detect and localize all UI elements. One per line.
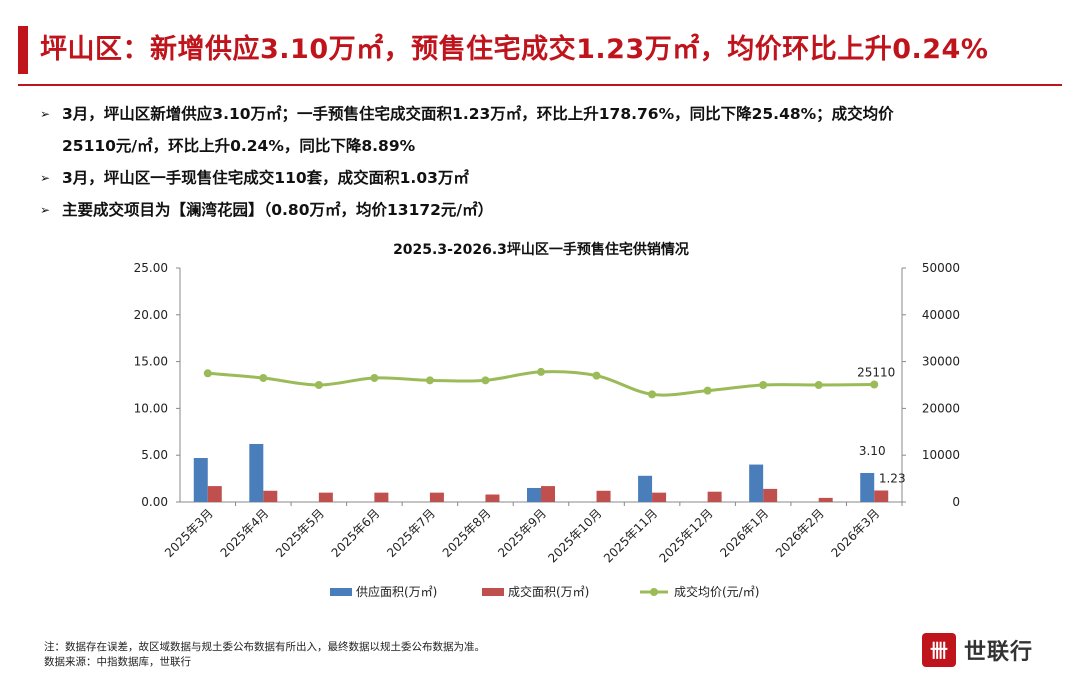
price-point bbox=[759, 381, 768, 389]
legend-swatch-deal bbox=[482, 588, 504, 596]
deal-bar bbox=[707, 491, 722, 502]
arrow-bullet-icon: ➢ bbox=[40, 203, 51, 217]
deal-bar bbox=[763, 488, 778, 502]
deal-bar bbox=[652, 492, 667, 502]
deal-bar bbox=[874, 490, 889, 502]
legend-label-price: 成交均价(元/㎡) bbox=[674, 584, 759, 599]
x-tick-label: 2025年11月 bbox=[601, 506, 660, 565]
supply-bar bbox=[638, 475, 653, 502]
legend-swatch-supply bbox=[330, 588, 352, 596]
left-tick-label: 15.00 bbox=[134, 355, 168, 369]
company-logo: 卌 世联行 bbox=[922, 633, 1033, 667]
deal-bar bbox=[596, 490, 611, 502]
deal-data-label: 1.23 bbox=[879, 471, 906, 485]
logo-mark-icon: 卌 bbox=[922, 633, 956, 667]
price-point bbox=[592, 371, 601, 380]
supply-bar bbox=[249, 443, 264, 502]
x-tick-label: 2025年8月 bbox=[440, 506, 494, 560]
title-accent-bar bbox=[18, 26, 28, 74]
legend-label-deal: 成交面积(万㎡) bbox=[508, 584, 589, 599]
chart-canvas: 2025.3-2026.3坪山区一手预售住宅供销情况 25.00 20.00 15.0… bbox=[134, 241, 960, 599]
supply-bar bbox=[527, 487, 541, 502]
bullet-text: 3月，坪山区新增供应3.10万㎡；一手预售住宅成交面积1.23万㎡，环比上升17… bbox=[62, 98, 1050, 162]
footnote-note: 注：数据存在误差，故区域数据与规土委公布数据有所出入，最终数据以规土委公布数据为… bbox=[44, 641, 485, 653]
x-tick-label: 2026年1月 bbox=[717, 506, 771, 560]
right-tick-label: 50000 bbox=[922, 261, 960, 275]
page-title: 坪山区：新增供应3.10万㎡，预售住宅成交1.23万㎡，均价环比上升0.24% bbox=[40, 34, 989, 65]
right-tick-label: 10000 bbox=[922, 448, 960, 462]
supply-bar bbox=[193, 458, 208, 502]
deal-bar bbox=[207, 486, 222, 502]
price-point bbox=[870, 380, 879, 389]
footnote: 注：数据存在误差，故区域数据与规土委公布数据有所出入，最终数据以规土委公布数据为… bbox=[44, 640, 485, 670]
supply-data-label: 3.10 bbox=[859, 444, 886, 458]
bullet-text: 3月，坪山区一手现售住宅成交110套，成交面积1.03万㎡ bbox=[62, 169, 469, 187]
x-tick-label: 2025年3月 bbox=[162, 506, 216, 560]
deal-bar bbox=[485, 494, 500, 502]
price-point bbox=[537, 367, 545, 376]
deal-bar bbox=[318, 492, 333, 502]
price-point bbox=[648, 390, 657, 399]
price-data-label: 25110 bbox=[857, 365, 895, 379]
price-point bbox=[814, 381, 823, 389]
deal-bar bbox=[263, 490, 278, 502]
right-tick-label: 0 bbox=[952, 495, 960, 509]
arrow-bullet-icon: ➢ bbox=[40, 107, 51, 121]
x-tick-label: 2025年7月 bbox=[384, 506, 438, 560]
bullet-text: 主要成交项目为【澜湾花园】（0.80万㎡，均价13172元/㎡） bbox=[62, 201, 494, 219]
footnote-source: 数据来源：中指数据库，世联行 bbox=[44, 656, 191, 668]
x-tick-label: 2025年9月 bbox=[495, 506, 549, 560]
chart-title: 2025.3-2026.3坪山区一手预售住宅供销情况 bbox=[393, 241, 689, 258]
x-tick-label: 2025年5月 bbox=[273, 506, 327, 560]
left-tick-label: 5.00 bbox=[141, 448, 168, 462]
right-tick-label: 40000 bbox=[922, 308, 960, 322]
x-tick-label: 2026年2月 bbox=[773, 506, 827, 560]
bullet-item: ➢ 3月，坪山区新增供应3.10万㎡；一手预售住宅成交面积1.23万㎡，环比上升… bbox=[40, 98, 1050, 162]
x-tick-label: 2026年3月 bbox=[828, 506, 882, 560]
deal-bar bbox=[541, 486, 555, 502]
title-divider bbox=[18, 84, 1062, 86]
bullet-item: ➢ 主要成交项目为【澜湾花园】（0.80万㎡，均价13172元/㎡） bbox=[40, 194, 1050, 226]
supply-bar bbox=[860, 472, 875, 502]
supply-sales-chart: 2025.3-2026.3坪山区一手预售住宅供销情况 25.00 20.00 15.0… bbox=[0, 232, 1080, 612]
left-tick-label: 25.00 bbox=[134, 261, 168, 275]
bullet-line: 3月，坪山区新增供应3.10万㎡；一手预售住宅成交面积1.23万㎡，环比上升17… bbox=[62, 105, 894, 123]
logo-text: 世联行 bbox=[964, 640, 1034, 665]
left-tick-label: 10.00 bbox=[134, 401, 168, 415]
deal-bar bbox=[818, 497, 833, 502]
deal-bar bbox=[429, 492, 444, 502]
bullet-line: 25110元/㎡，环比上升0.24%，同比下降8.89% bbox=[62, 137, 416, 155]
left-tick-label: 20.00 bbox=[134, 308, 168, 322]
legend-marker-price bbox=[650, 588, 658, 596]
left-tick-label: 0.00 bbox=[141, 495, 168, 509]
price-point bbox=[481, 376, 490, 385]
price-point bbox=[370, 373, 379, 382]
arrow-bullet-icon: ➢ bbox=[40, 171, 51, 185]
right-tick-label: 30000 bbox=[922, 355, 960, 369]
bullet-item: ➢ 3月，坪山区一手现售住宅成交110套，成交面积1.03万㎡ bbox=[40, 162, 1050, 194]
price-point bbox=[203, 369, 212, 378]
deal-bar bbox=[374, 492, 389, 502]
x-tick-label: 2025年12月 bbox=[656, 506, 715, 565]
price-point bbox=[314, 381, 323, 389]
price-point bbox=[703, 386, 712, 395]
x-tick-label: 2025年6月 bbox=[329, 506, 383, 560]
x-tick-label: 2025年10月 bbox=[545, 506, 604, 565]
supply-bar bbox=[749, 464, 764, 502]
price-point bbox=[259, 373, 268, 382]
summary-bullets: ➢ 3月，坪山区新增供应3.10万㎡；一手预售住宅成交面积1.23万㎡，环比上升… bbox=[40, 98, 1050, 226]
right-tick-label: 20000 bbox=[922, 401, 960, 415]
price-point bbox=[425, 376, 434, 385]
legend-label-supply: 供应面积(万㎡) bbox=[356, 584, 437, 599]
x-tick-label: 2025年4月 bbox=[218, 506, 272, 560]
